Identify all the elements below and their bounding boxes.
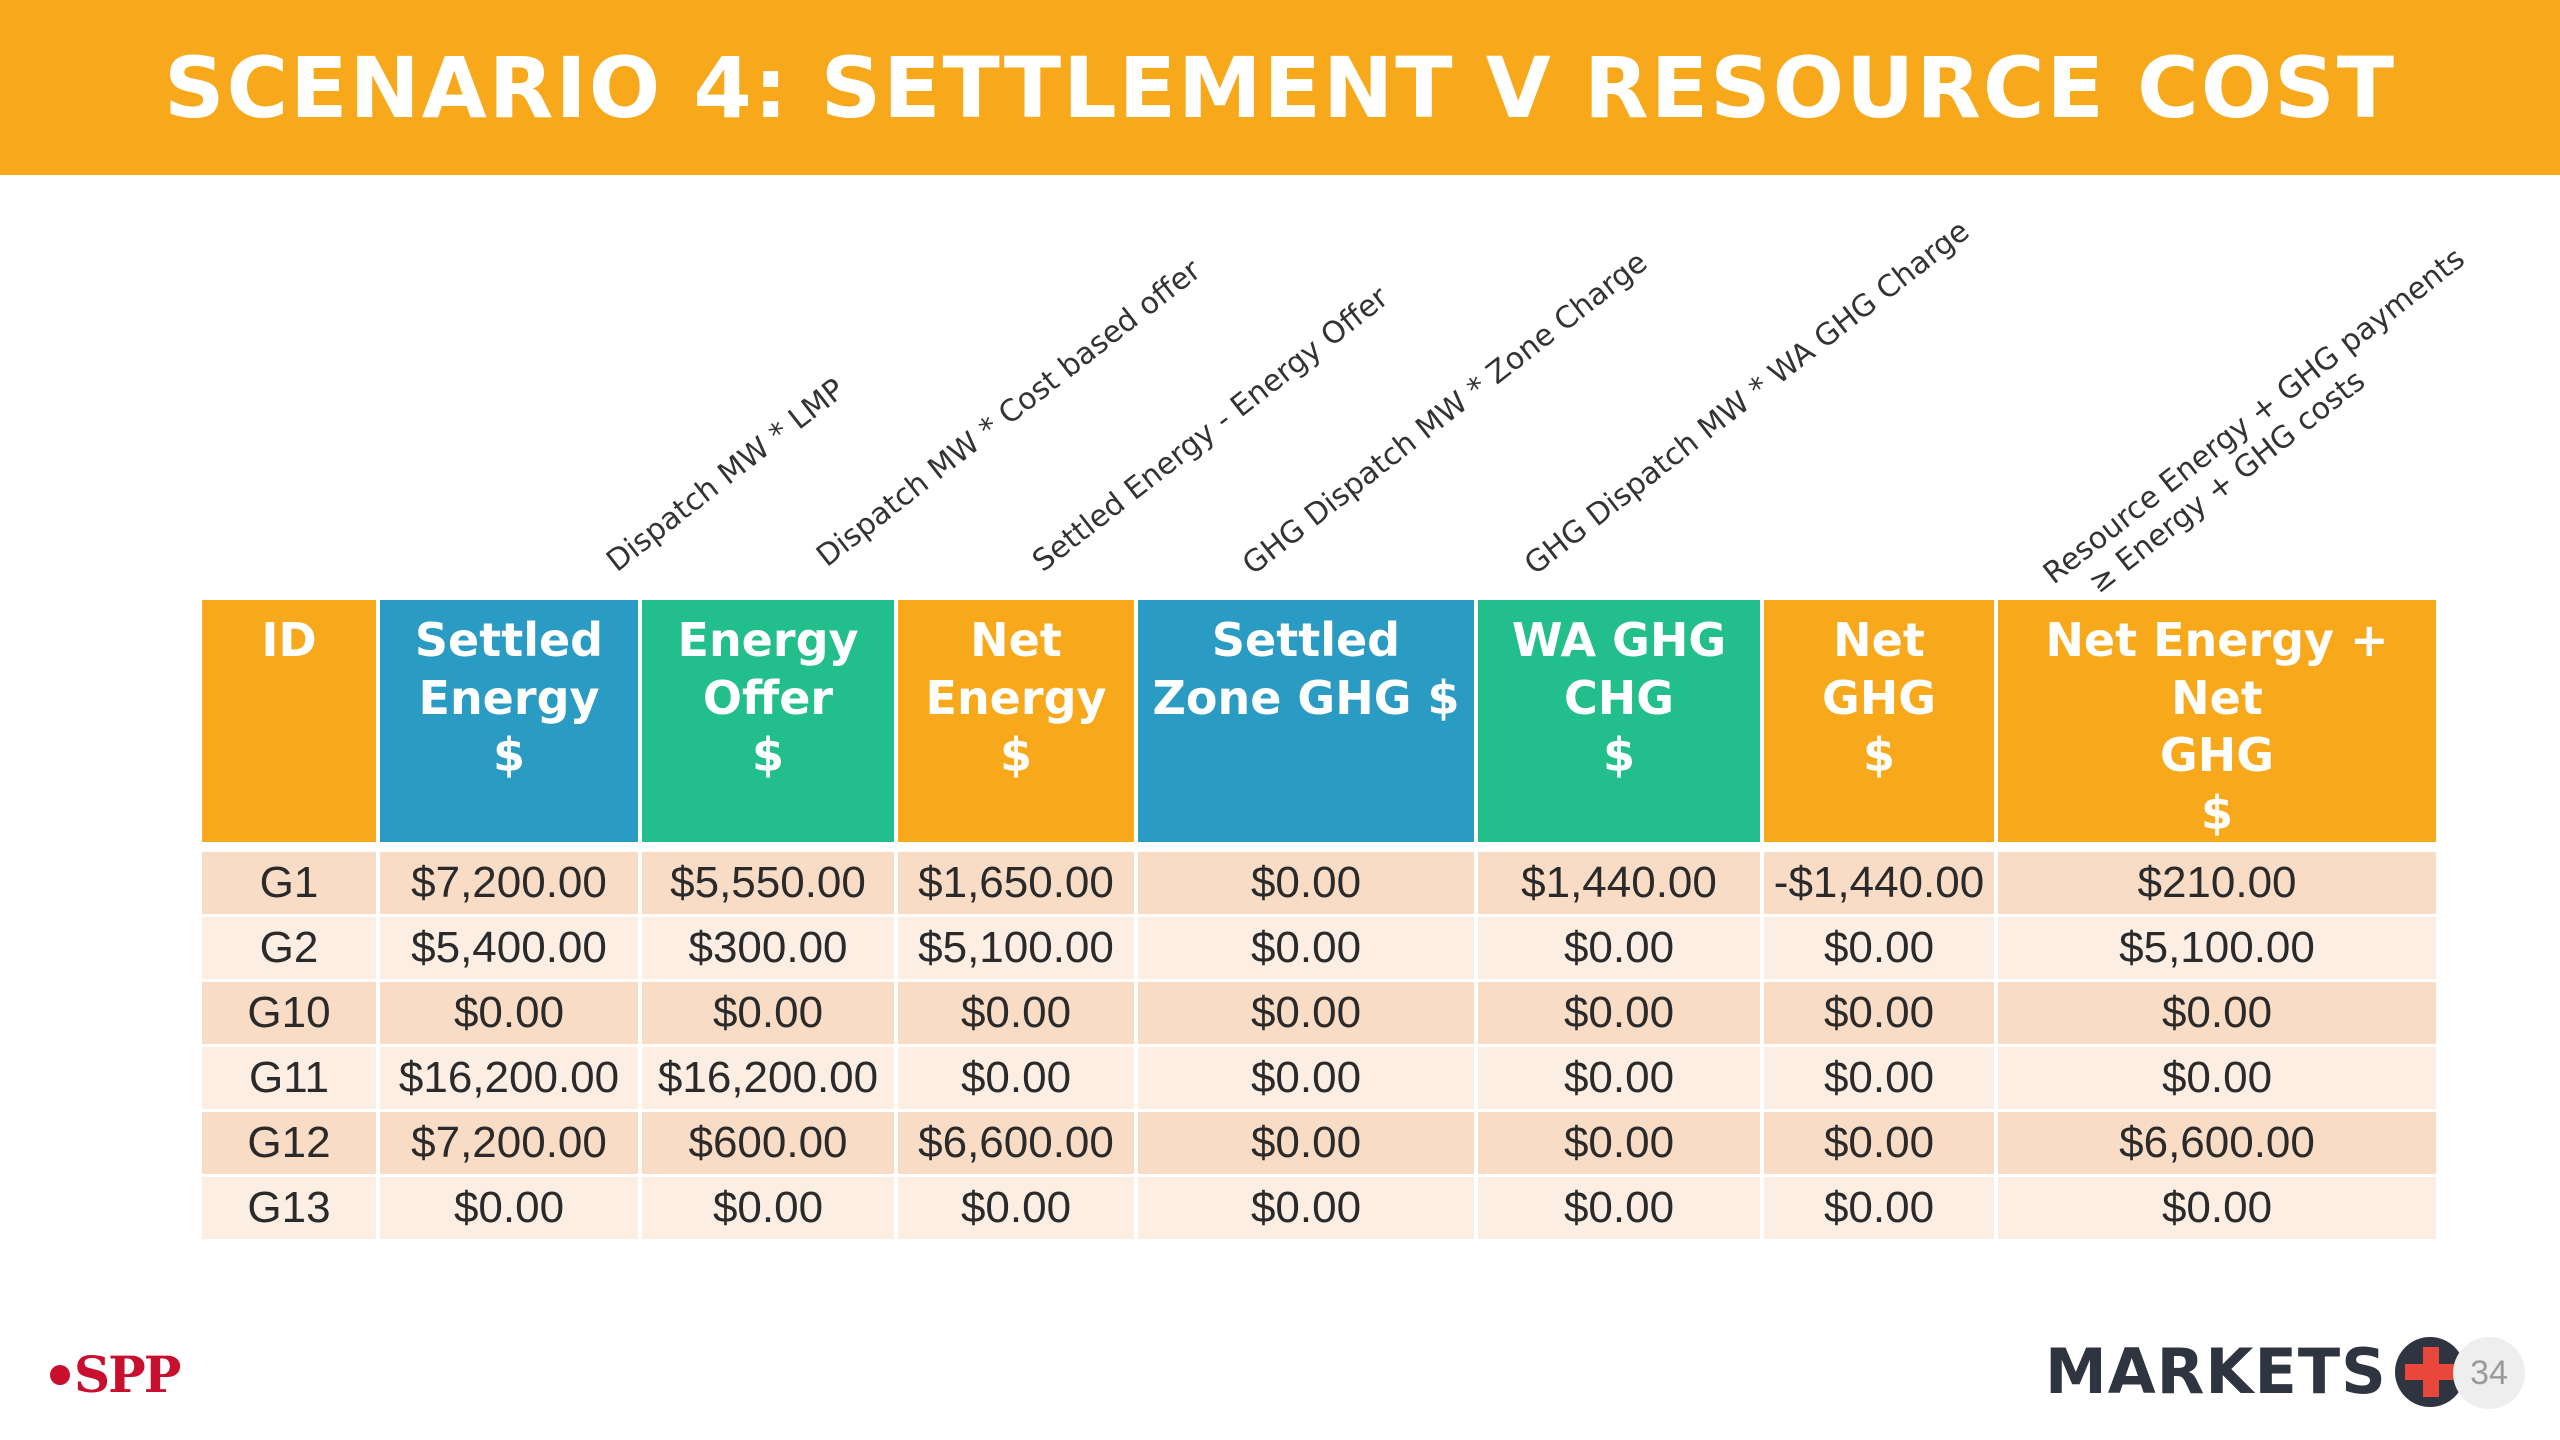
table-cell: G10 xyxy=(202,979,376,1044)
header-net-energy: Net Energy $ xyxy=(898,600,1134,842)
table-cell: $210.00 xyxy=(1998,842,2436,914)
header-wa-ghg-chg: WA GHG CHG $ xyxy=(1478,600,1760,842)
spp-logo: SPP xyxy=(50,1345,181,1404)
table-cell: $16,200.00 xyxy=(380,1044,638,1109)
table-cell: $5,550.00 xyxy=(642,842,894,914)
header-id: ID xyxy=(202,600,376,842)
table-cell: $0.00 xyxy=(1478,1109,1760,1174)
table-cell: $0.00 xyxy=(380,979,638,1044)
table-row: G10 $0.00 $0.00 $0.00 $0.00 $0.00 $0.00 … xyxy=(202,979,2436,1044)
markets-plus-logo: MARKETS xyxy=(2045,1335,2465,1408)
spp-logo-text: SPP xyxy=(74,1345,181,1404)
table-cell: $0.00 xyxy=(1764,1044,1994,1109)
settlement-table: ID Settled Energy $ Energy Offer $ Net Energy… xyxy=(198,600,2440,1239)
header-settled-energy: Settled Energy $ xyxy=(380,600,638,842)
table-cell: $0.00 xyxy=(1138,842,1474,914)
table-cell: G1 xyxy=(202,842,376,914)
table-cell: $0.00 xyxy=(1138,1174,1474,1239)
table-cell: $0.00 xyxy=(642,979,894,1044)
table-cell: $0.00 xyxy=(1138,979,1474,1044)
table-cell: $0.00 xyxy=(380,1174,638,1239)
table-cell: $5,100.00 xyxy=(1998,914,2436,979)
table-cell: $0.00 xyxy=(1478,1044,1760,1109)
table-cell: $0.00 xyxy=(898,979,1134,1044)
formula-net-total-line2: ≥ Energy + GHG costs xyxy=(2081,363,2372,601)
header-net-total: Net Energy + Net GHG $ xyxy=(1998,600,2436,842)
table-cell: $0.00 xyxy=(1764,1174,1994,1239)
table-cell: $0.00 xyxy=(1998,1044,2436,1109)
table-cell: $6,600.00 xyxy=(898,1109,1134,1174)
title-banner: SCENARIO 4: SETTLEMENT V RESOURCE COST xyxy=(0,0,2560,175)
slide-title: SCENARIO 4: SETTLEMENT V RESOURCE COST xyxy=(163,38,2397,137)
formula-wa-ghg-chg: GHG Dispatch MW * WA GHG Charge xyxy=(1518,213,1977,583)
table-row: G12 $7,200.00 $600.00 $6,600.00 $0.00 $0… xyxy=(202,1109,2436,1174)
table-cell: $0.00 xyxy=(1138,914,1474,979)
table-cell: $0.00 xyxy=(642,1174,894,1239)
table-row: G1 $7,200.00 $5,550.00 $1,650.00 $0.00 $… xyxy=(202,842,2436,914)
table-cell: G13 xyxy=(202,1174,376,1239)
table-cell: $600.00 xyxy=(642,1109,894,1174)
table-cell: $0.00 xyxy=(898,1174,1134,1239)
table-cell: $0.00 xyxy=(1478,914,1760,979)
table-row: G11 $16,200.00 $16,200.00 $0.00 $0.00 $0… xyxy=(202,1044,2436,1109)
table-row: G13 $0.00 $0.00 $0.00 $0.00 $0.00 $0.00 … xyxy=(202,1174,2436,1239)
table-cell: $0.00 xyxy=(1764,914,1994,979)
table-cell: G11 xyxy=(202,1044,376,1109)
table-cell: $0.00 xyxy=(1998,979,2436,1044)
table-cell: $1,440.00 xyxy=(1478,842,1760,914)
table-cell: $6,600.00 xyxy=(1998,1109,2436,1174)
table-cell: $5,400.00 xyxy=(380,914,638,979)
formula-net-energy: Settled Energy - Energy Offer xyxy=(1026,280,1396,580)
table-cell: $1,650.00 xyxy=(898,842,1134,914)
table-cell: $7,200.00 xyxy=(380,1109,638,1174)
table-cell: $300.00 xyxy=(642,914,894,979)
header-settled-zone-ghg: Settled Zone GHG $ xyxy=(1138,600,1474,842)
table-cell: $0.00 xyxy=(1478,979,1760,1044)
table-cell: -$1,440.00 xyxy=(1764,842,1994,914)
header-net-ghg: Net GHG $ xyxy=(1764,600,1994,842)
formula-net-total: Resource Energy + GHG payments ≥ Energy … xyxy=(2036,241,2494,619)
markets-logo-text: MARKETS xyxy=(2045,1335,2387,1408)
table-cell: $5,100.00 xyxy=(898,914,1134,979)
table-cell: $0.00 xyxy=(898,1044,1134,1109)
table-cell: $7,200.00 xyxy=(380,842,638,914)
table-cell: $0.00 xyxy=(1764,979,1994,1044)
table-cell: $0.00 xyxy=(1478,1174,1760,1239)
formula-energy-offer: Dispatch MW * Cost based offer xyxy=(810,252,1208,575)
formula-net-total-line1: Resource Energy + GHG payments xyxy=(2036,241,2472,592)
page-number: 34 xyxy=(2453,1337,2525,1409)
spp-logo-icon xyxy=(50,1364,70,1385)
table-cell: $16,200.00 xyxy=(642,1044,894,1109)
table-cell: $0.00 xyxy=(1998,1174,2436,1239)
table-cell: $0.00 xyxy=(1138,1109,1474,1174)
table-row: G2 $5,400.00 $300.00 $5,100.00 $0.00 $0.… xyxy=(202,914,2436,979)
table-cell: G2 xyxy=(202,914,376,979)
table-cell: $0.00 xyxy=(1764,1109,1994,1174)
header-energy-offer: Energy Offer $ xyxy=(642,600,894,842)
table-cell: G12 xyxy=(202,1109,376,1174)
header-row: ID Settled Energy $ Energy Offer $ Net Energy… xyxy=(202,600,2436,842)
table-cell: $0.00 xyxy=(1138,1044,1474,1109)
